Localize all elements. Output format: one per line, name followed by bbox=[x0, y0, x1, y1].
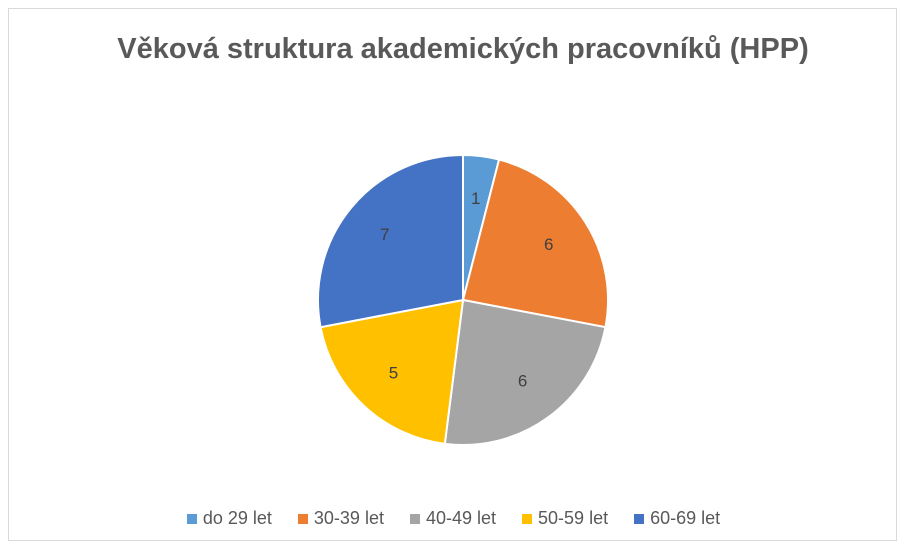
data-label: 7 bbox=[380, 225, 389, 244]
pie-slice bbox=[443, 298, 607, 446]
legend-item: 30-39 let bbox=[297, 508, 384, 529]
legend-label: 50-59 let bbox=[538, 508, 609, 528]
chart-title: Věková struktura akademických pracovníků… bbox=[117, 33, 809, 65]
chart-frame bbox=[8, 8, 897, 541]
legend-label: 60-69 let bbox=[650, 508, 721, 528]
data-label: 6 bbox=[518, 372, 527, 391]
legend-label: 40-49 let bbox=[425, 508, 497, 528]
legend-swatch bbox=[634, 513, 645, 524]
data-label: 5 bbox=[389, 363, 398, 382]
pie-slice bbox=[317, 153, 464, 329]
pie-slice bbox=[319, 298, 465, 445]
data-label: 6 bbox=[544, 235, 553, 254]
pie-slice bbox=[461, 158, 609, 329]
legend-swatch bbox=[409, 513, 420, 524]
legend-item: 60-69 let bbox=[634, 508, 720, 529]
legend-item: 50-59 let bbox=[522, 508, 608, 529]
legend-swatch bbox=[297, 513, 308, 524]
legend-label: do 29 let bbox=[202, 508, 272, 528]
legend-item: 40-49 let bbox=[409, 508, 497, 529]
legend-label: 30-39 let bbox=[313, 508, 384, 528]
legend: do 29 let 30-39 let 40-49 let 50-59 let 60-6… bbox=[0, 508, 907, 529]
legend-swatch bbox=[522, 513, 533, 524]
legend-item: do 29 let bbox=[186, 508, 272, 529]
legend-swatch bbox=[186, 513, 197, 524]
data-label: 1 bbox=[471, 189, 480, 208]
